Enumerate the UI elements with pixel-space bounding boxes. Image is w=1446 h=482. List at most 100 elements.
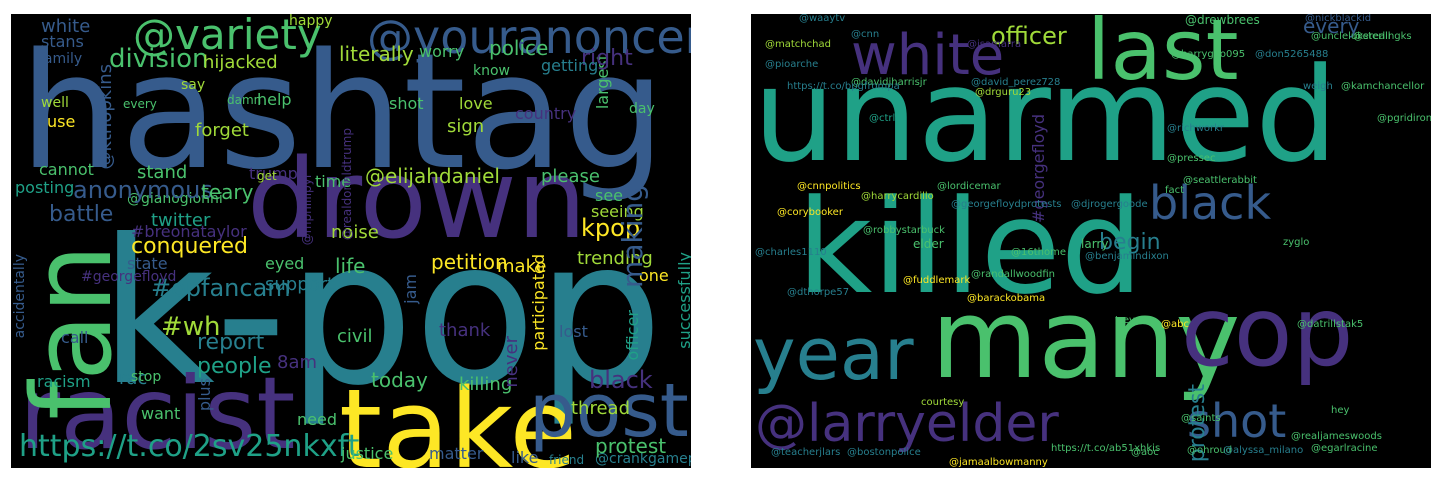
word-protest: protest (595, 434, 667, 458)
word-rac: rac (119, 368, 148, 389)
word-georgefloyd: #georgefloyd (81, 269, 177, 285)
word-lost: lost (559, 322, 588, 341)
word-participated: participated (529, 254, 548, 351)
word-officer: officer (623, 310, 642, 361)
word-realdonaldtrump: @realdonaldtrump (340, 128, 354, 241)
word-time: time (315, 172, 352, 191)
word-breonataylor: #breonataylor (131, 222, 247, 241)
word-take: take (339, 365, 577, 468)
wordcloud-right: unarmed killed many cop last year white @larrye… (751, 14, 1431, 468)
word-white: white (41, 16, 91, 37)
word-police: police (489, 36, 549, 60)
word-right: right (581, 46, 633, 71)
word-courtesy: courtesy (921, 397, 965, 408)
word-successfully: successfully (675, 252, 691, 349)
word-life: life (335, 254, 366, 278)
word-seattlerabbit: @seattlerabbit (1183, 175, 1257, 186)
word-benjamindixon: @benjamindixon (1085, 251, 1169, 262)
word-saints: @saints (1181, 413, 1221, 424)
word-conquered: conquered (131, 234, 249, 259)
word-trevor: trevor (1115, 315, 1146, 326)
word-begin: begin (1099, 230, 1161, 255)
word-sign: sign (447, 116, 485, 137)
word-literally: literally (339, 42, 414, 66)
word-well: well (41, 95, 69, 111)
word-cannot: cannot (39, 160, 94, 179)
word-trending: trending (577, 248, 653, 269)
word-jam: jam (401, 274, 420, 304)
word-drguru23: @drguru23 (975, 87, 1032, 98)
word-happy: happy (289, 14, 333, 29)
word-lordicemar: @lordicemar (937, 181, 1001, 192)
word-post: post (529, 368, 689, 454)
word-say: say (181, 77, 206, 93)
word-elder: elder (913, 237, 944, 251)
word-justice: justice (341, 444, 394, 463)
word-black: black (589, 366, 653, 394)
word-https-t-co-ab51xhkis: https://t.co/ab51xhkis (1051, 443, 1161, 454)
word-make: make (497, 256, 547, 277)
word-cnn: @cnn (851, 29, 880, 40)
word-unclelukereall: @unclelukereall (1311, 31, 1391, 42)
word-corybooker: @corybooker (777, 207, 843, 218)
word-division: division (109, 44, 209, 74)
word-every: every (123, 97, 157, 111)
word-aoc: @aoc (1131, 447, 1159, 458)
word-pioarche: @pioarche (765, 59, 819, 70)
word-noise: noise (331, 222, 379, 243)
word-ctrl: @ctrl (869, 113, 896, 124)
word-jamaalbowmanny: @jamaalbowmanny (949, 457, 1048, 468)
word-thank: thank (439, 320, 491, 341)
word-abc: @abc (1161, 319, 1189, 330)
word-larryelder: @larryelder (755, 394, 1059, 454)
word-nickblackid: @nickblackid (1305, 14, 1372, 24)
word-matter: matter (429, 444, 484, 463)
word-pressec: @pressec (1167, 153, 1216, 164)
word-one: one (639, 266, 669, 285)
word-need: need (297, 410, 337, 429)
word-david-perez728: @david_perez728 (971, 77, 1061, 88)
word-georgefloydprotests: @georgefloydprotests (951, 199, 1062, 210)
word-https-t-co-2sv25nkxft: https://t.co/2sv25nkxft (19, 429, 360, 464)
word-get: get (257, 169, 277, 183)
word-family: family (39, 51, 83, 67)
word-officer: officer (991, 22, 1067, 50)
word-help: help (257, 90, 292, 109)
word-unarmed: unarmed (753, 39, 1338, 191)
word-charles1110: @charles1110 (755, 247, 827, 258)
word-richworkr: @richworkr (1167, 123, 1225, 134)
word-pgridiron: @pgridiron (1377, 113, 1431, 124)
word-robbystarbuck: @robbystarbuck (863, 225, 945, 236)
word-racist: racist (19, 355, 296, 468)
word-kpop: kpop (581, 214, 641, 242)
word-barackobama: @barackobama (967, 293, 1046, 304)
word-waaytv: @waaytv (799, 14, 846, 24)
word-people: people (197, 354, 272, 379)
word-mphillipyf: @mphillipyf (300, 174, 314, 246)
word-country: country (515, 104, 577, 123)
word-hijacked: hijacked (203, 52, 278, 73)
word-randallwoodfin: @randallwoodfin (971, 269, 1056, 280)
word-eyed: eyed (265, 254, 305, 273)
word-weigh: weigh (1303, 81, 1333, 92)
word-seeing: seeing (591, 202, 644, 221)
word-trump: trump (249, 164, 298, 183)
word-thread: thread (571, 398, 631, 419)
word-twitter: twitter (151, 210, 211, 231)
word-shot: shot (389, 94, 424, 113)
word-youranoncentral: @youranoncentral (367, 14, 691, 64)
word-alyssa-milano: @alyssa_milano (1223, 445, 1304, 456)
word-today: today (371, 368, 428, 392)
word-petition: petition (431, 250, 508, 274)
word-use: use (47, 112, 76, 131)
word-racism: racism (37, 372, 91, 391)
word-love: love (459, 94, 493, 113)
word-ohroud: @ohroud (1187, 445, 1233, 456)
word-crankgameplays: @crankgameplays (595, 451, 691, 467)
word-variety: @variety (133, 14, 322, 59)
word-forget: forget (195, 120, 249, 141)
word-hey: hey (1331, 405, 1350, 416)
word-datrillstak5: @datrillstak5 (1297, 319, 1364, 330)
word-don5265488: @don5265488 (1255, 49, 1329, 60)
word-please: please (541, 166, 600, 187)
